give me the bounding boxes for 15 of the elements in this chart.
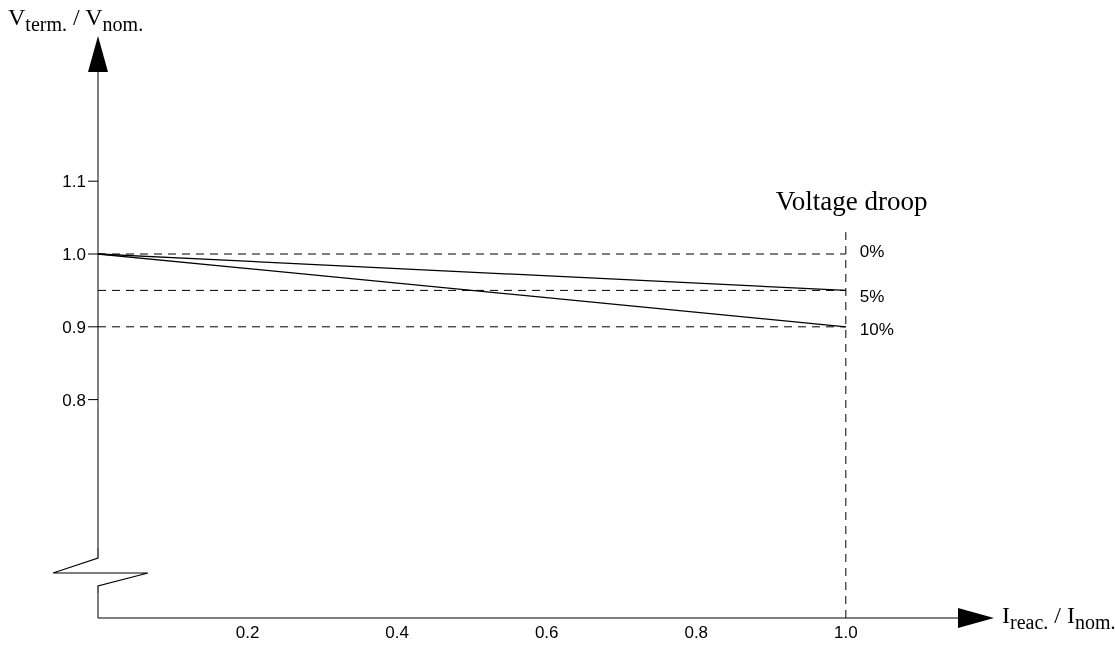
x-tick-label: 0.2: [235, 623, 260, 643]
y-tick-label: 0.9: [62, 317, 86, 337]
series-label: 5%: [859, 287, 885, 307]
annotation: Voltage droop: [775, 186, 928, 217]
y-axis-title: V$_{term.}$ / V$_{nom.}$: [8, 4, 144, 36]
x-tick-label: 0.4: [385, 623, 409, 643]
series-label: 10%: [859, 319, 894, 339]
x-tick-label: 0.6: [534, 623, 559, 643]
y-tick-label: 1.1: [62, 172, 86, 192]
x-axis-title: I$_{reac.}$ / I$_{nom.}$: [1002, 602, 1115, 634]
y-tick-label: 1.0: [62, 245, 86, 265]
annotation: 0%: [859, 242, 885, 262]
x-tick-label: 0.8: [684, 623, 709, 643]
x-tick-label: 1.0: [834, 623, 858, 643]
y-tick-label: 0.8: [62, 390, 86, 410]
